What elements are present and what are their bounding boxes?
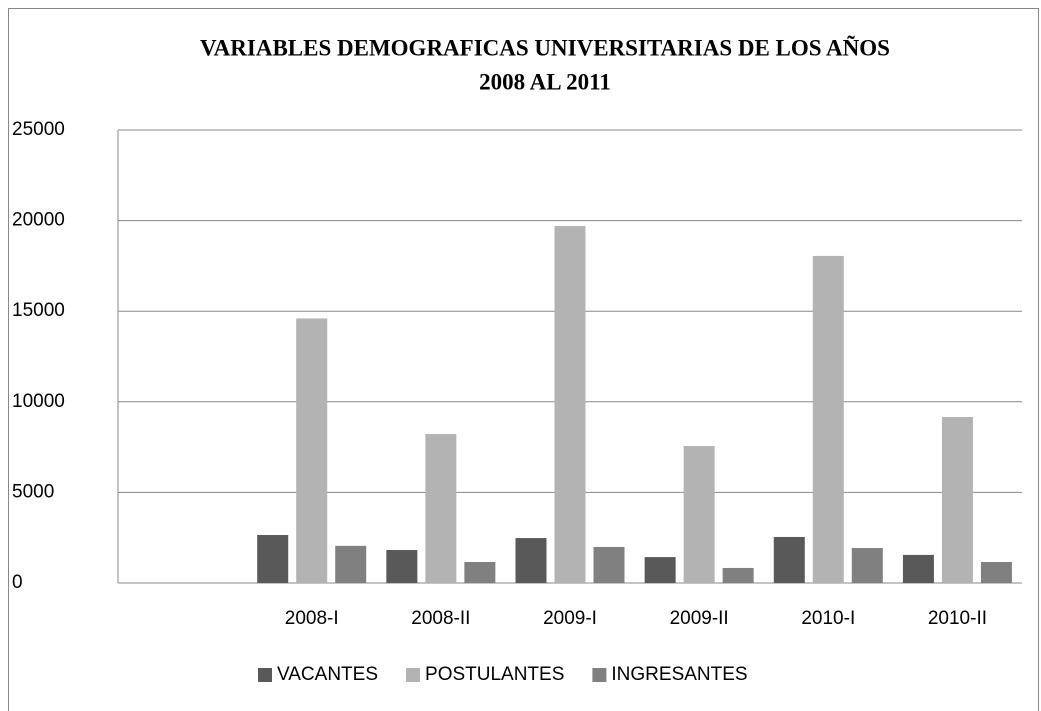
- bar: [515, 538, 547, 583]
- x-tick-label: 2009-II: [670, 608, 729, 629]
- y-tick-label: 20000: [12, 210, 65, 231]
- x-tick-label: 2009-I: [543, 608, 597, 629]
- legend-label: VACANTES: [277, 664, 378, 685]
- y-tick-label: 15000: [12, 300, 65, 321]
- y-tick-label: 5000: [12, 481, 54, 502]
- bar: [464, 561, 496, 583]
- y-tick-label: 25000: [12, 119, 65, 140]
- bar: [941, 417, 973, 583]
- bar: [593, 546, 625, 583]
- legend-swatch: [258, 668, 272, 682]
- y-tick-label: 0: [12, 572, 23, 593]
- bar: [851, 548, 883, 583]
- legend-swatch: [592, 668, 607, 682]
- legend-label: POSTULANTES: [425, 664, 564, 685]
- bar: [554, 226, 586, 583]
- bar: [812, 255, 844, 583]
- bar: [980, 561, 1012, 583]
- bar: [722, 567, 754, 583]
- y-tick-label: 10000: [12, 391, 65, 412]
- x-tick-label: 2010-II: [928, 608, 987, 629]
- chart-border: [8, 8, 1039, 711]
- legend-label: INGRESANTES: [611, 664, 747, 685]
- bar: [296, 318, 328, 583]
- legend-swatch: [406, 668, 421, 682]
- bar: [644, 557, 676, 583]
- x-tick-label: 2010-I: [801, 608, 855, 629]
- chart-title: VARIABLES DEMOGRAFICAS UNIVERSITARIAS DE…: [200, 35, 890, 60]
- chart-title: 2008 AL 2011: [479, 69, 611, 94]
- bar: [683, 446, 715, 583]
- x-tick-label: 2008-I: [285, 608, 339, 629]
- bar: [902, 554, 934, 583]
- bar: [773, 536, 805, 583]
- bar: [386, 550, 418, 583]
- bar: [257, 534, 289, 583]
- bar: [425, 434, 457, 583]
- x-tick-label: 2008-II: [411, 608, 470, 629]
- bar: [335, 545, 367, 583]
